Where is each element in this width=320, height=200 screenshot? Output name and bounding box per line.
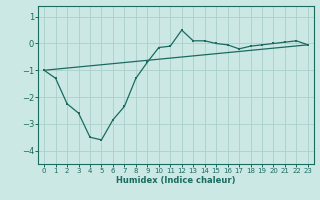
- X-axis label: Humidex (Indice chaleur): Humidex (Indice chaleur): [116, 176, 236, 185]
